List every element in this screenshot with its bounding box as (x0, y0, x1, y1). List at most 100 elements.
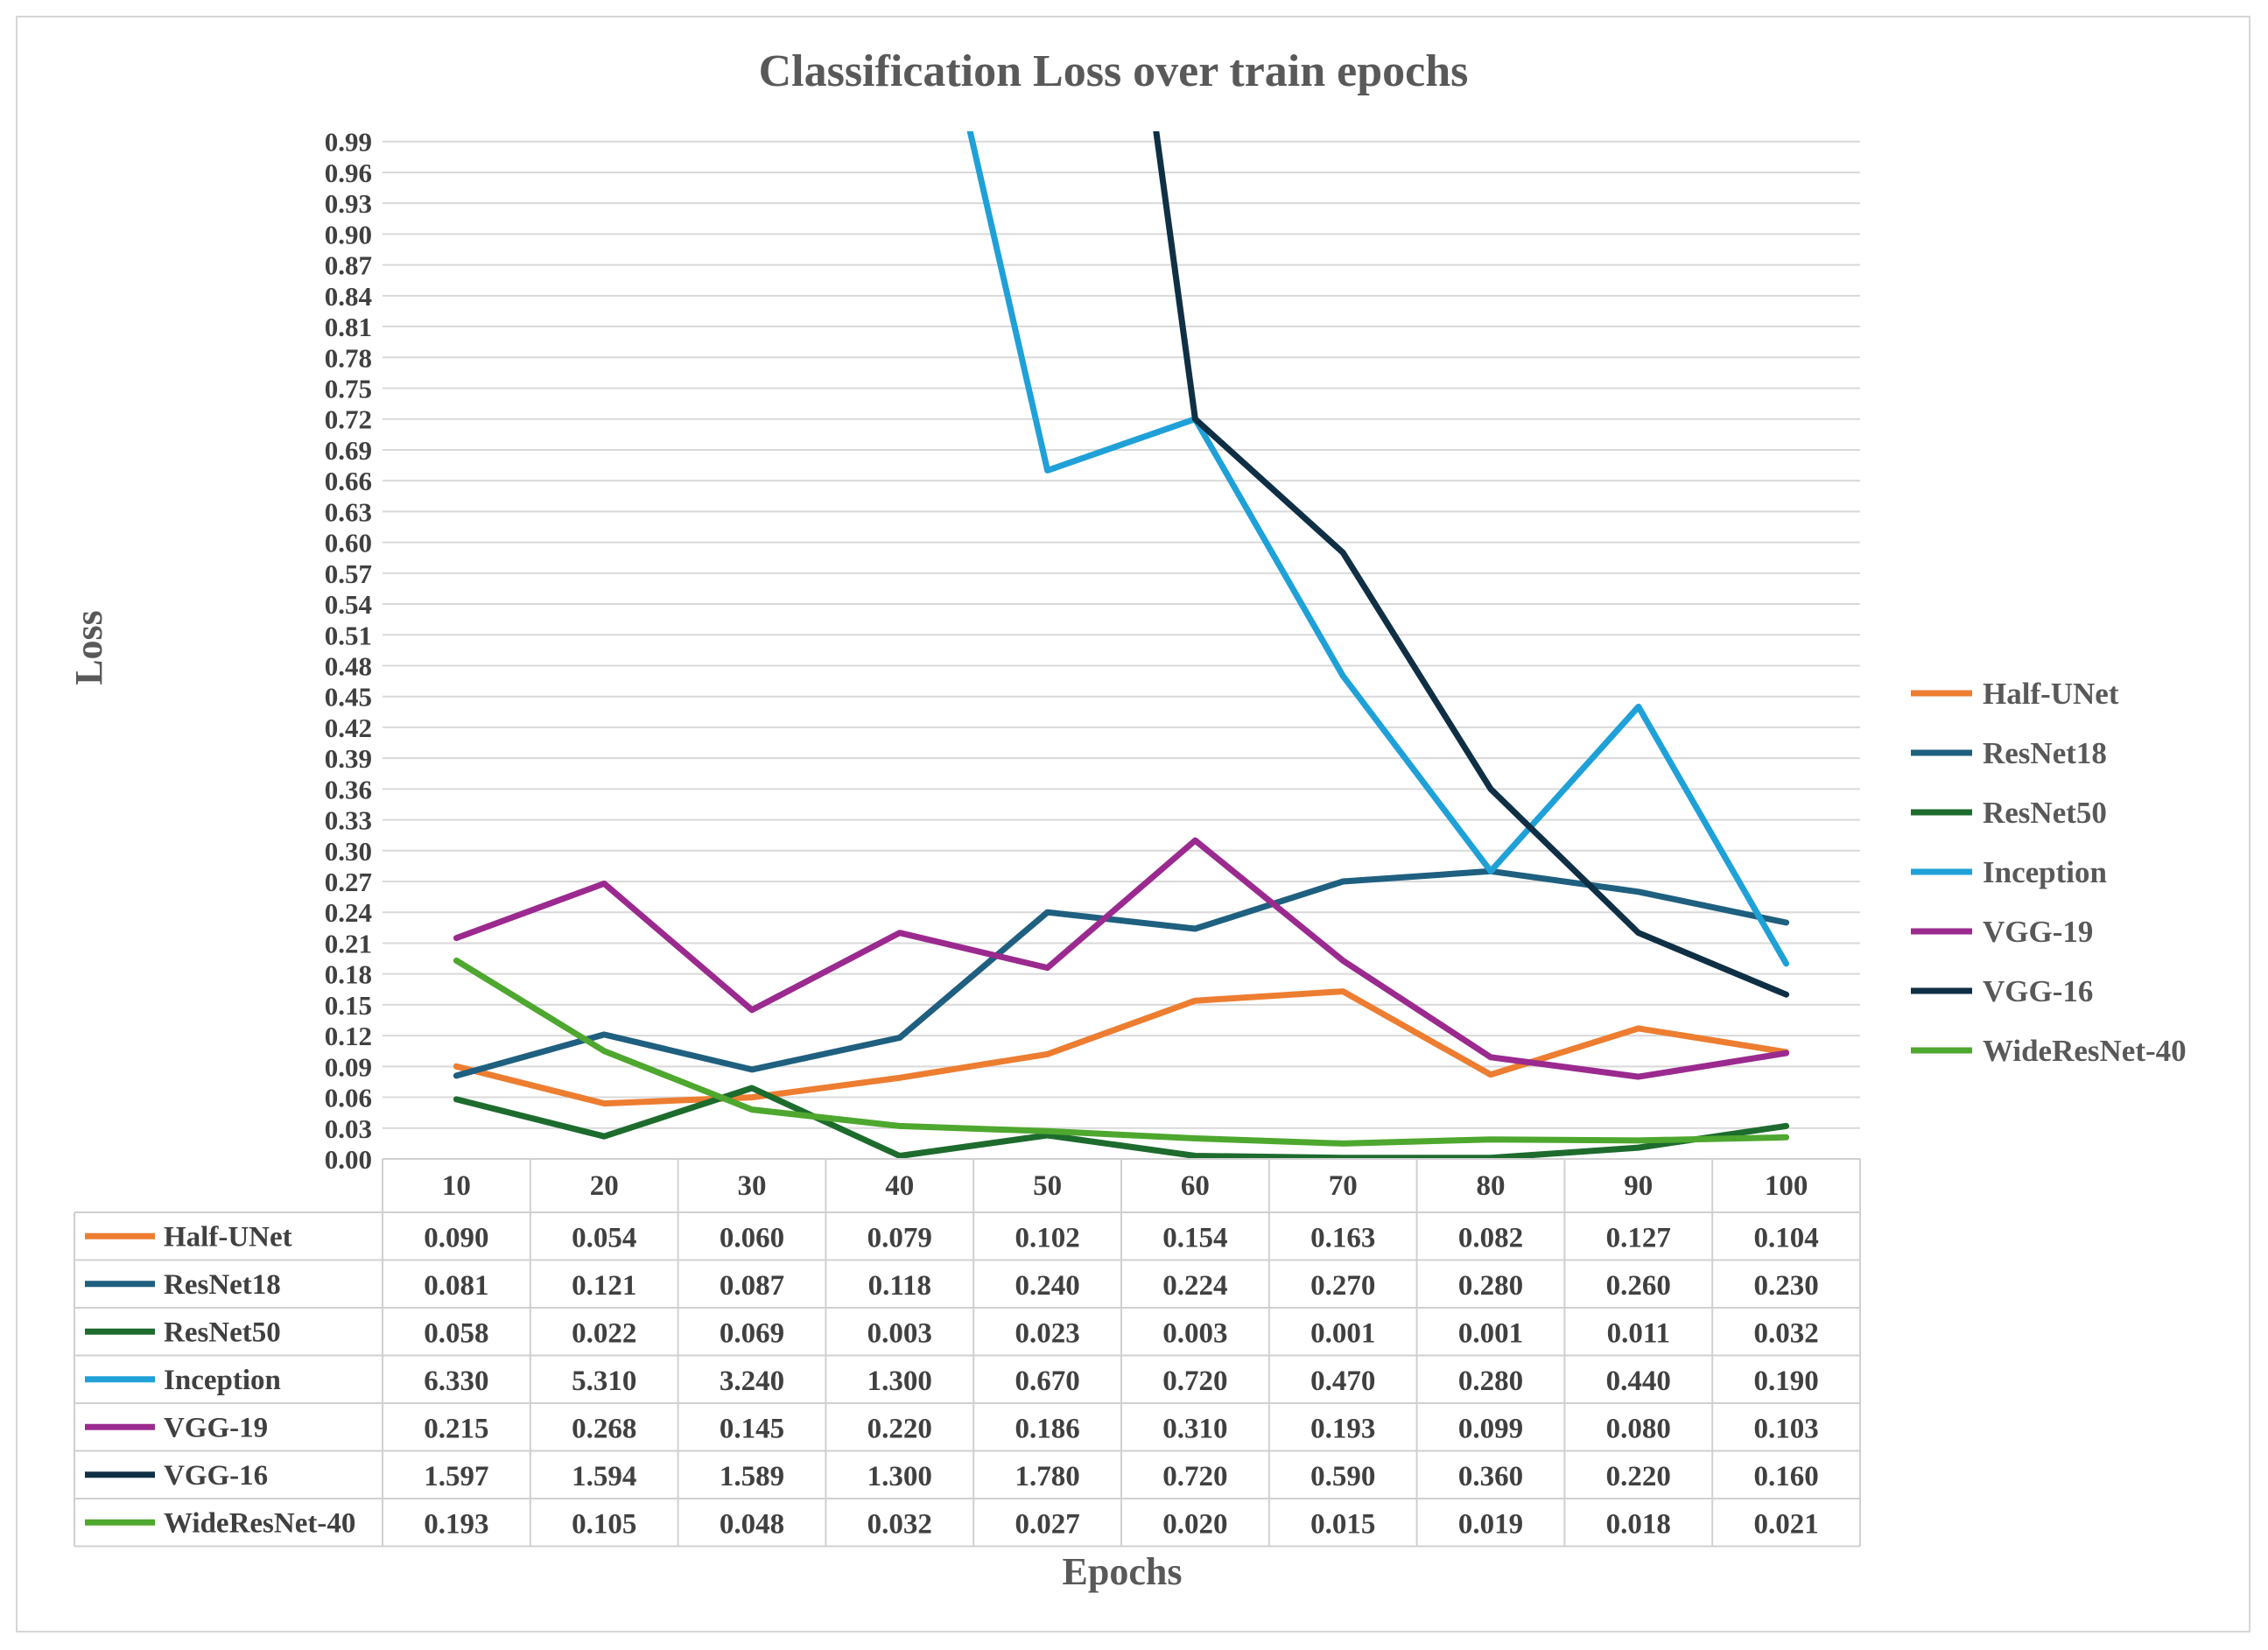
table-cell: 0.310 (1162, 1413, 1227, 1444)
x-tick-label: 90 (1624, 1170, 1653, 1202)
series-line-inception (966, 131, 1790, 967)
table-cell: 0.268 (572, 1413, 636, 1444)
table-cell: 0.121 (572, 1270, 636, 1302)
x-axis-title: Epochs (1063, 1550, 1183, 1593)
table-cell: 0.087 (720, 1270, 784, 1302)
table-cell: 0.079 (867, 1222, 932, 1253)
data-table: 10 20 30 40 50 60 70 80 90 100 Half-UNet 0.090 0.054… (74, 1158, 1861, 1548)
y-tick-label: 0.96 (325, 158, 372, 188)
series-line-resnet18 (453, 867, 1790, 1079)
y-tick-label: 0.90 (325, 219, 372, 249)
table-cell: 0.240 (1015, 1270, 1079, 1302)
table-cell: 0.193 (424, 1508, 488, 1540)
table-cell: 0.154 (1162, 1222, 1227, 1253)
table-series-label: ResNet50 (164, 1316, 281, 1348)
table-cell: 5.310 (572, 1366, 636, 1397)
series-line-half-unet (453, 988, 1790, 1107)
chart-frame (16, 16, 2250, 1632)
table-series-label: VGG-16 (164, 1460, 268, 1492)
y-tick-label: 0.12 (325, 1021, 372, 1051)
table-row: VGG-19 0.215 0.268 0.145 0.220 0.186 0.310 0.19… (85, 1412, 1819, 1444)
legend-item: ResNet50 (1911, 796, 2107, 830)
y-tick-label: 0.75 (325, 374, 372, 404)
table-series-label: WideResNet-40 (164, 1507, 355, 1539)
x-tick-label: 70 (1329, 1170, 1358, 1202)
table-cell: 0.102 (1015, 1222, 1079, 1253)
table-cell: 0.220 (1606, 1461, 1671, 1492)
legend-item: Inception (1911, 855, 2107, 889)
table-cell: 0.163 (1310, 1222, 1375, 1253)
table-cell: 0.105 (572, 1508, 636, 1540)
y-tick-label: 0.06 (325, 1083, 372, 1113)
table-cell: 0.670 (1015, 1366, 1079, 1397)
table-cell: 0.193 (1310, 1413, 1375, 1444)
y-tick-label: 0.48 (325, 650, 372, 681)
table-cell: 0.058 (424, 1317, 488, 1349)
y-tick-label: 0.15 (325, 990, 372, 1021)
table-cell: 1.780 (1015, 1461, 1079, 1492)
table-cell: 0.060 (720, 1222, 784, 1253)
y-tick-label: 0.66 (325, 466, 372, 496)
y-tick-label: 0.69 (325, 435, 372, 466)
x-tick-label: 50 (1033, 1170, 1062, 1202)
table-cell: 1.300 (867, 1366, 932, 1397)
table-cell: 1.597 (424, 1461, 488, 1492)
table-cell: 6.330 (424, 1366, 488, 1397)
legend: Half-UNet ResNet18 ResNet50 Inception VGG-19… (1911, 677, 2187, 1068)
table-cell: 1.300 (867, 1461, 932, 1492)
y-tick-label: 0.93 (325, 188, 372, 219)
table-cell: 0.019 (1458, 1508, 1523, 1540)
table-cell: 0.590 (1310, 1461, 1375, 1492)
table-cell: 0.023 (1015, 1317, 1079, 1349)
table-series-label: Half-UNet (164, 1221, 292, 1253)
y-axis-title: Loss (67, 610, 110, 685)
table-cell: 0.011 (1607, 1317, 1670, 1349)
series-line-vgg-19 (453, 837, 1790, 1080)
table-row: VGG-16 1.597 1.594 1.589 1.300 1.780 0.720 0.59… (85, 1460, 1819, 1492)
y-tick-label: 0.51 (325, 620, 372, 650)
table-cell: 0.069 (720, 1317, 784, 1349)
y-tick-label: 0.36 (325, 774, 372, 804)
y-tick-label: 0.45 (325, 682, 372, 713)
y-tick-label: 0.03 (325, 1113, 372, 1144)
y-tick-label: 0.57 (325, 558, 372, 589)
legend-label: Inception (1983, 855, 2107, 889)
x-tick-label: 20 (590, 1170, 619, 1202)
y-tick-label: 0.42 (325, 713, 372, 743)
y-tick-label: 0.27 (325, 867, 372, 897)
table-cell: 0.081 (424, 1270, 488, 1302)
y-tick-label: 0.30 (325, 836, 372, 867)
table-cell: 0.032 (1753, 1317, 1818, 1349)
table-row: WideResNet-40 0.193 0.105 0.048 0.032 0.027 0.… (85, 1507, 1819, 1540)
y-axis-ticks: 0.000.030.060.090.120.150.180.210.240.27… (325, 127, 372, 1175)
table-cell: 0.220 (867, 1413, 932, 1444)
y-tick-label: 0.24 (325, 897, 372, 928)
table-cell: 0.118 (868, 1270, 931, 1302)
y-tick-label: 0.72 (325, 404, 372, 435)
y-tick-label: 0.84 (325, 281, 372, 312)
table-cell: 0.720 (1162, 1366, 1227, 1397)
table-row: Inception 6.330 5.310 3.240 1.300 0.670 0.720 0… (85, 1365, 1819, 1397)
table-cell: 0.270 (1310, 1270, 1375, 1302)
series-line-resnet50 (453, 1085, 1790, 1159)
table-cell: 0.001 (1310, 1317, 1375, 1349)
table-cell: 0.440 (1606, 1366, 1671, 1397)
table-cell: 0.360 (1458, 1461, 1523, 1492)
y-tick-label: 0.99 (325, 127, 372, 158)
x-tick-label: 10 (442, 1170, 471, 1202)
table-cell: 0.470 (1310, 1366, 1375, 1397)
y-tick-label: 0.81 (325, 312, 372, 342)
x-tick-label: 80 (1477, 1170, 1506, 1202)
legend-item: Half-UNet (1911, 677, 2119, 711)
table-cell: 0.054 (572, 1222, 636, 1253)
table-cell: 0.022 (572, 1317, 636, 1349)
table-cell: 0.021 (1753, 1508, 1818, 1540)
y-tick-label: 0.33 (325, 805, 372, 836)
y-tick-label: 0.60 (325, 528, 372, 558)
table-cell: 0.104 (1753, 1222, 1818, 1253)
table-cell: 0.080 (1606, 1413, 1671, 1444)
table-cell: 0.190 (1753, 1366, 1818, 1397)
legend-label: VGG-19 (1983, 915, 2093, 949)
legend-label: ResNet18 (1983, 736, 2107, 770)
table-cell: 0.215 (424, 1413, 488, 1444)
